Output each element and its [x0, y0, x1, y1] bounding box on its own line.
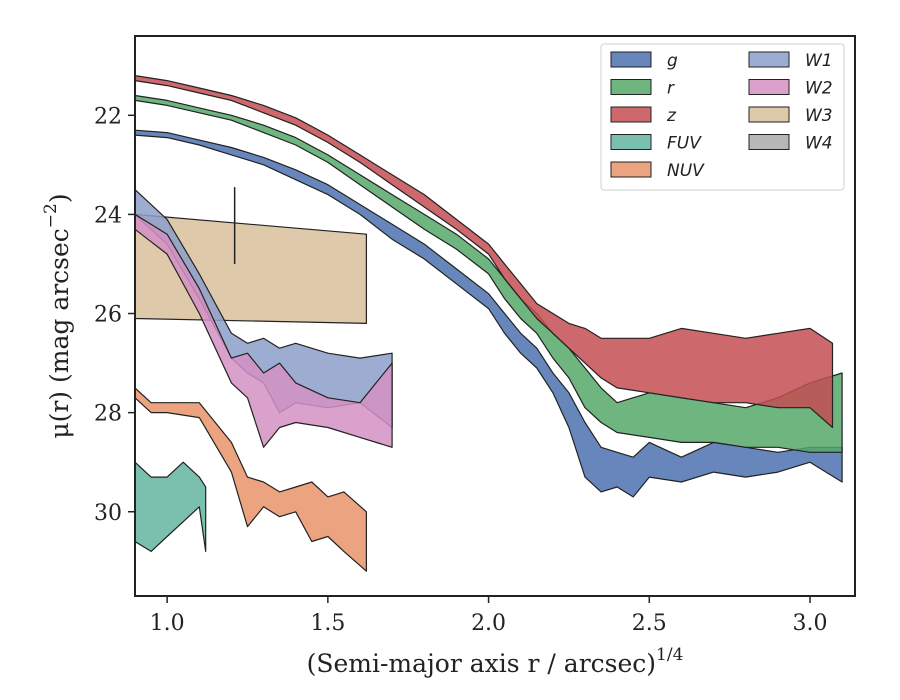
band-w2	[135, 213, 393, 448]
legend-label-r: r	[667, 79, 675, 99]
x-tick-label: 1.5	[310, 611, 345, 636]
y-tick-label: 28	[94, 402, 122, 427]
plot-frame	[134, 35, 856, 597]
band-fuv	[135, 461, 207, 553]
legend-swatch-fuv	[610, 134, 652, 150]
legend-label-w3: W3	[805, 106, 833, 126]
x-tick-label: 1.0	[150, 611, 185, 636]
x-axis-label: (Semi-major axis r / arcsec)1/4	[307, 645, 684, 678]
band-r	[135, 94, 843, 453]
band-g	[135, 129, 843, 498]
legend-label-w4: W4	[805, 134, 833, 154]
legend-swatch-w2	[748, 79, 790, 95]
y-tick-label: 22	[94, 104, 122, 129]
legend-swatch-z	[610, 106, 652, 123]
legend-swatch-w4	[748, 134, 790, 150]
legend-swatch-r	[610, 79, 652, 95]
x-axis: 1.0 1.5 2.0 2.5 3.0	[150, 596, 828, 636]
x-tick-label: 2.0	[471, 611, 506, 636]
x-axis-label-exponent: 1/4	[656, 645, 683, 665]
legend-label-w1: W1	[805, 51, 833, 71]
y-axis-label-tail: )	[45, 193, 74, 203]
y-axis-label-text: μ(r) (mag arcsec	[45, 228, 74, 438]
y-axis-label-exponent: −2	[41, 203, 61, 228]
legend: grz FUV NUV W1 W2 W3 W4	[600, 43, 845, 191]
x-tick-label: 3.0	[793, 611, 828, 636]
y-axis-label: μ(r) (mag arcsec−2)	[41, 193, 74, 438]
legend-swatch-nuv	[610, 161, 652, 178]
legend-label-z: z	[666, 106, 677, 126]
x-tick-label: 2.5	[632, 611, 667, 636]
y-tick-label: 24	[94, 203, 122, 228]
band-z	[135, 74, 834, 429]
y-tick-label: 30	[94, 501, 122, 526]
legend-label-g: g	[667, 51, 678, 71]
y-axis: 22 24 26 28 30	[94, 104, 135, 526]
legend-swatch-w1	[748, 51, 790, 68]
legend-label-nuv: NUV	[667, 161, 705, 181]
band-nuv	[135, 387, 367, 572]
legend-label-fuv: FUV	[667, 134, 702, 154]
legend-label-w2: W2	[805, 79, 833, 99]
legend-swatch-g	[610, 51, 652, 68]
legend-swatch-w3	[748, 106, 790, 123]
band-layer	[135, 74, 843, 572]
y-tick-label: 26	[94, 303, 122, 328]
x-axis-label-text: (Semi-major axis r / arcsec)	[307, 649, 656, 678]
